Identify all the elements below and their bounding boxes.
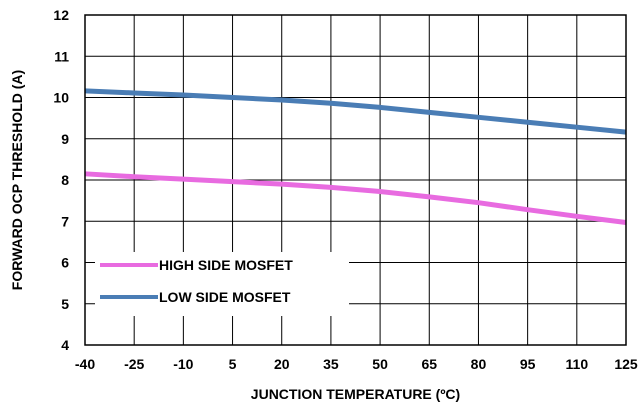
y-tick-label: 4 — [61, 337, 69, 353]
x-tick-label: 110 — [566, 356, 589, 372]
x-tick-label: -10 — [173, 356, 193, 372]
plot-area-frame — [84, 14, 627, 346]
y-axis-label: FORWARD OCP THRESHOLD (A) — [9, 70, 25, 290]
x-tick-label: 125 — [614, 356, 638, 372]
x-tick-label: -40 — [75, 356, 95, 372]
y-axis-ticks: 4 5 6 7 8 9 10 11 12 — [53, 7, 69, 353]
y-tick-label: 11 — [54, 48, 69, 64]
x-axis-label: JUNCTION TEMPERATURE (ºC) — [251, 386, 460, 402]
x-tick-label: -25 — [124, 356, 144, 372]
legend-label-high-side: HIGH SIDE MOSFET — [159, 257, 293, 273]
legend: HIGH SIDE MOSFET LOW SIDE MOSFET — [95, 252, 349, 316]
y-tick-label: 12 — [53, 7, 69, 23]
x-tick-label: 95 — [520, 356, 536, 372]
x-tick-label: 80 — [471, 356, 487, 372]
y-tick-label: 6 — [61, 255, 69, 271]
legend-label-low-side: LOW SIDE MOSFET — [159, 289, 291, 305]
y-tick-label: 7 — [61, 213, 69, 229]
x-tick-label: 5 — [229, 356, 237, 372]
series-line-high-side — [84, 171, 627, 225]
x-tick-label: 20 — [274, 356, 290, 372]
series-layer — [84, 88, 627, 225]
series-line-low-side — [84, 88, 627, 135]
x-tick-label: 65 — [421, 356, 437, 372]
y-tick-label: 9 — [61, 131, 69, 147]
y-tick-label: 8 — [61, 172, 69, 188]
x-tick-label: 50 — [372, 356, 388, 372]
legend-box — [95, 252, 349, 316]
y-tick-label: 10 — [53, 90, 69, 106]
x-axis-ticks: -40 -25 -10 5 20 35 50 65 80 95 110 125 — [75, 356, 638, 372]
y-tick-label: 5 — [61, 296, 69, 312]
x-tick-label: 35 — [323, 356, 339, 372]
